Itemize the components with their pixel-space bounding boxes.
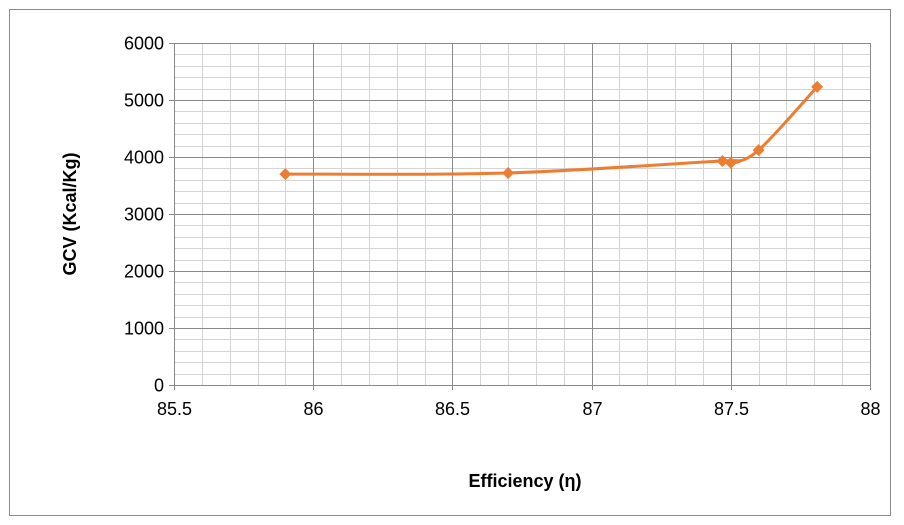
y-tick-label: 1000 <box>124 319 164 339</box>
data-point <box>724 156 737 169</box>
data-point <box>502 166 515 179</box>
y-tick-label: 0 <box>154 376 164 396</box>
chart-frame: 0 1000 2000 3000 4000 5000 6000 85.5 86 86.5 87 87… <box>9 9 891 516</box>
data-point <box>716 154 729 167</box>
y-tick-label: 3000 <box>124 205 164 225</box>
x-tick-label: 85.5 <box>157 399 192 419</box>
x-tick-label: 87 <box>582 399 602 419</box>
x-tick-label: 88 <box>860 399 880 419</box>
y-tick-label: 5000 <box>124 91 164 111</box>
data-point <box>279 168 292 181</box>
series-line <box>285 85 819 176</box>
data-point <box>811 80 824 93</box>
y-axis-title: GCV (Kcal/Kg) <box>60 152 80 275</box>
axes <box>169 43 871 390</box>
series-layer <box>279 80 824 181</box>
x-tick-label: 86 <box>303 399 323 419</box>
y-tick-label: 4000 <box>124 148 164 168</box>
x-tick-label: 86.5 <box>435 399 470 419</box>
x-axis-title: Efficiency (η) <box>468 471 581 491</box>
y-axis-ticks: 0 1000 2000 3000 4000 5000 6000 <box>124 34 164 396</box>
x-tick-label: 87.5 <box>714 399 749 419</box>
chart: 0 1000 2000 3000 4000 5000 6000 85.5 86 86.5 87 87… <box>60 34 881 492</box>
major-gridlines <box>174 43 871 386</box>
y-tick-label: 6000 <box>124 34 164 54</box>
x-axis-ticks: 85.5 86 86.5 87 87.5 88 <box>157 399 881 419</box>
data-point <box>752 144 765 157</box>
y-tick-label: 2000 <box>124 262 164 282</box>
